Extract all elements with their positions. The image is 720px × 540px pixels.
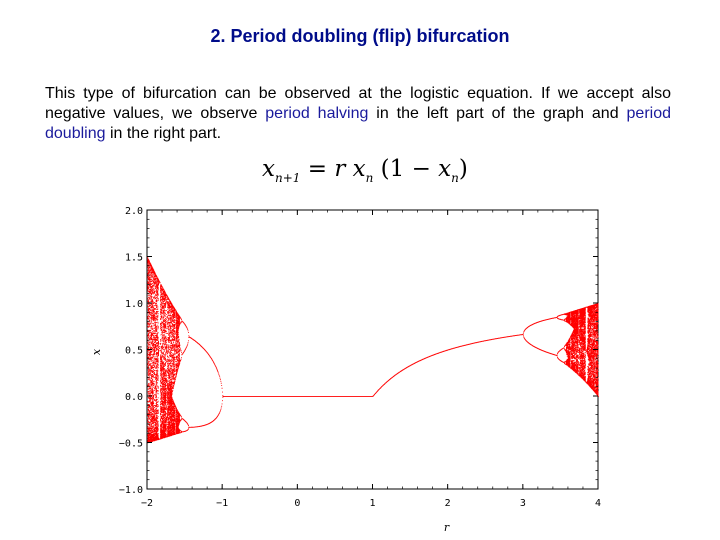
- formula-sub-n2: n: [451, 171, 459, 185]
- para-text-1: This type of bifurcation can be observed…: [45, 85, 671, 122]
- formula-x3: x: [438, 156, 452, 182]
- y-tick-label: 1.5: [125, 253, 143, 264]
- formula-close: ): [458, 156, 468, 182]
- y-axis-label: x: [90, 348, 103, 355]
- formula-eq: =: [300, 156, 335, 182]
- x-tick-label: 0: [294, 498, 300, 509]
- y-tick-label: 1.0: [125, 299, 143, 310]
- y-tick-label: 2.0: [125, 206, 143, 217]
- period-halving-term: period halving: [265, 105, 369, 122]
- logistic-equation: xn+1 = r xn (1 − xn): [262, 156, 468, 185]
- formula-sub-n: n: [365, 171, 374, 185]
- x-tick-label: −2: [141, 498, 153, 509]
- x-tick-label: 2: [445, 498, 451, 509]
- attractor-points: [147, 256, 599, 444]
- formula-open: (1 −: [373, 156, 439, 182]
- x-tick-label: 1: [369, 498, 375, 509]
- plot-area: [146, 209, 599, 490]
- y-tick-label: −0.5: [119, 439, 143, 450]
- slide-title: 2. Period doubling (flip) bifurcation: [210, 26, 510, 46]
- description-paragraph: This type of bifurcation can be observed…: [45, 84, 671, 144]
- formula-x: x: [262, 156, 275, 182]
- period-doubling-term: period doubling: [45, 105, 671, 142]
- x-tick-label: 4: [595, 498, 601, 509]
- axes: −2 −1 0 1 2 3 4 −1.0 −0.5 0.0 0.5 1.0 1.5 2.0 r x: [90, 206, 601, 534]
- formula-x2: x: [352, 156, 366, 182]
- y-tick-label: −1.0: [119, 485, 143, 496]
- x-tick-label: −1: [216, 498, 228, 509]
- y-tick-label: 0.0: [125, 392, 143, 403]
- x-tick-label: 3: [520, 498, 526, 509]
- bifurcation-points: [147, 256, 599, 444]
- x-axis-label: r: [444, 521, 450, 534]
- formula-r: r: [334, 156, 346, 182]
- formula-sub-n1: n+1: [274, 171, 301, 185]
- plot-frame: [146, 209, 599, 490]
- para-text-2: in the left part of the graph and: [368, 105, 627, 122]
- para-text-3: in the right part.: [105, 125, 222, 142]
- y-tick-label: 0.5: [125, 346, 143, 357]
